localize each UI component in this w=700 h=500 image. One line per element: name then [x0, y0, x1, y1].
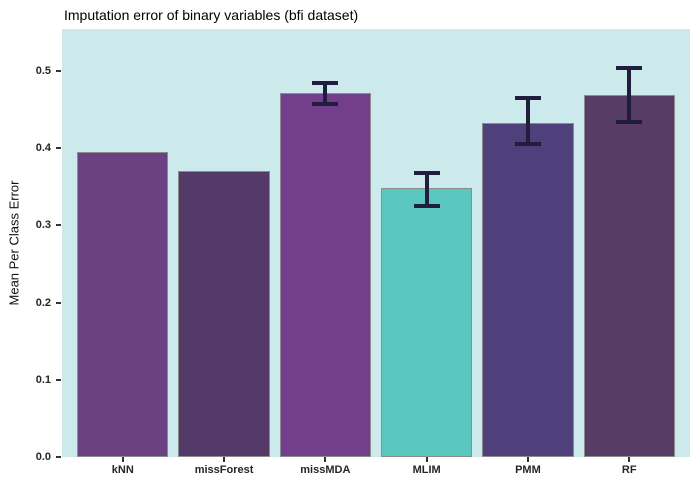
- errorbar-RF: [627, 68, 632, 123]
- bar-MLIM: [381, 188, 473, 457]
- bar-missForest: [178, 171, 270, 457]
- errorbar-RF-cap-top: [616, 66, 643, 71]
- y-tick-label-0.4: 0.4: [35, 141, 51, 154]
- x-tick-label-missForest: missForest: [194, 464, 254, 476]
- x-tick-label-RF: RF: [621, 464, 637, 476]
- y-axis: 0.0 0.1 0.2 0.3 0.4 0.5: [0, 29, 62, 463]
- x-tick-label-missMDA: missMDA: [300, 464, 351, 476]
- x-tick-label-PMM: PMM: [515, 464, 541, 476]
- errorbar-PMM-cap-bottom: [514, 142, 541, 147]
- bar-missMDA: [279, 93, 371, 457]
- x-tick-mark-PMM: [526, 457, 529, 462]
- bar-kNN: [77, 151, 169, 457]
- y-tick-mark-0.2: [56, 301, 61, 304]
- x-tick-mark-MLIM: [425, 457, 428, 462]
- x-tick-mark-RF: [628, 457, 631, 462]
- errorbar-MLIM: [424, 173, 429, 206]
- y-tick-mark-0.3: [56, 224, 61, 227]
- y-tick-mark-0.5: [56, 69, 61, 72]
- x-tick-mark-missMDA: [324, 457, 327, 462]
- y-tick-mark-0.4: [56, 146, 61, 149]
- bar-RF: [583, 95, 675, 457]
- y-tick-label-0.2: 0.2: [35, 296, 51, 309]
- x-axis: kNN missForest missMDA MLIM PMM RF: [62, 457, 690, 481]
- plot-panel: [62, 29, 690, 457]
- bar-PMM: [482, 123, 574, 457]
- y-tick-mark-0.1: [56, 378, 61, 381]
- errorbar-RF-cap-bottom: [616, 120, 643, 125]
- y-tick-label-0.3: 0.3: [35, 219, 51, 232]
- y-tick-label-0.5: 0.5: [35, 64, 51, 77]
- x-tick-mark-missForest: [223, 457, 226, 462]
- errorbar-MLIM-cap-bottom: [413, 203, 440, 208]
- y-tick-label-0.0: 0.0: [35, 451, 51, 463]
- x-tick-label-MLIM: MLIM: [412, 464, 441, 476]
- errorbar-PMM: [525, 97, 530, 145]
- chart-title: Imputation error of binary variables (bf…: [64, 7, 359, 23]
- errorbar-MLIM-cap-top: [413, 171, 440, 176]
- errorbar-missMDA: [323, 83, 328, 104]
- errorbar-missMDA-cap-top: [312, 81, 339, 86]
- errorbar-PMM-cap-top: [514, 95, 541, 100]
- y-tick-label-0.1: 0.1: [35, 373, 51, 386]
- x-tick-label-kNN: kNN: [111, 464, 134, 476]
- y-tick-mark-0.0: [56, 456, 61, 458]
- errorbar-missMDA-cap-bottom: [312, 101, 339, 106]
- x-tick-mark-kNN: [121, 457, 124, 462]
